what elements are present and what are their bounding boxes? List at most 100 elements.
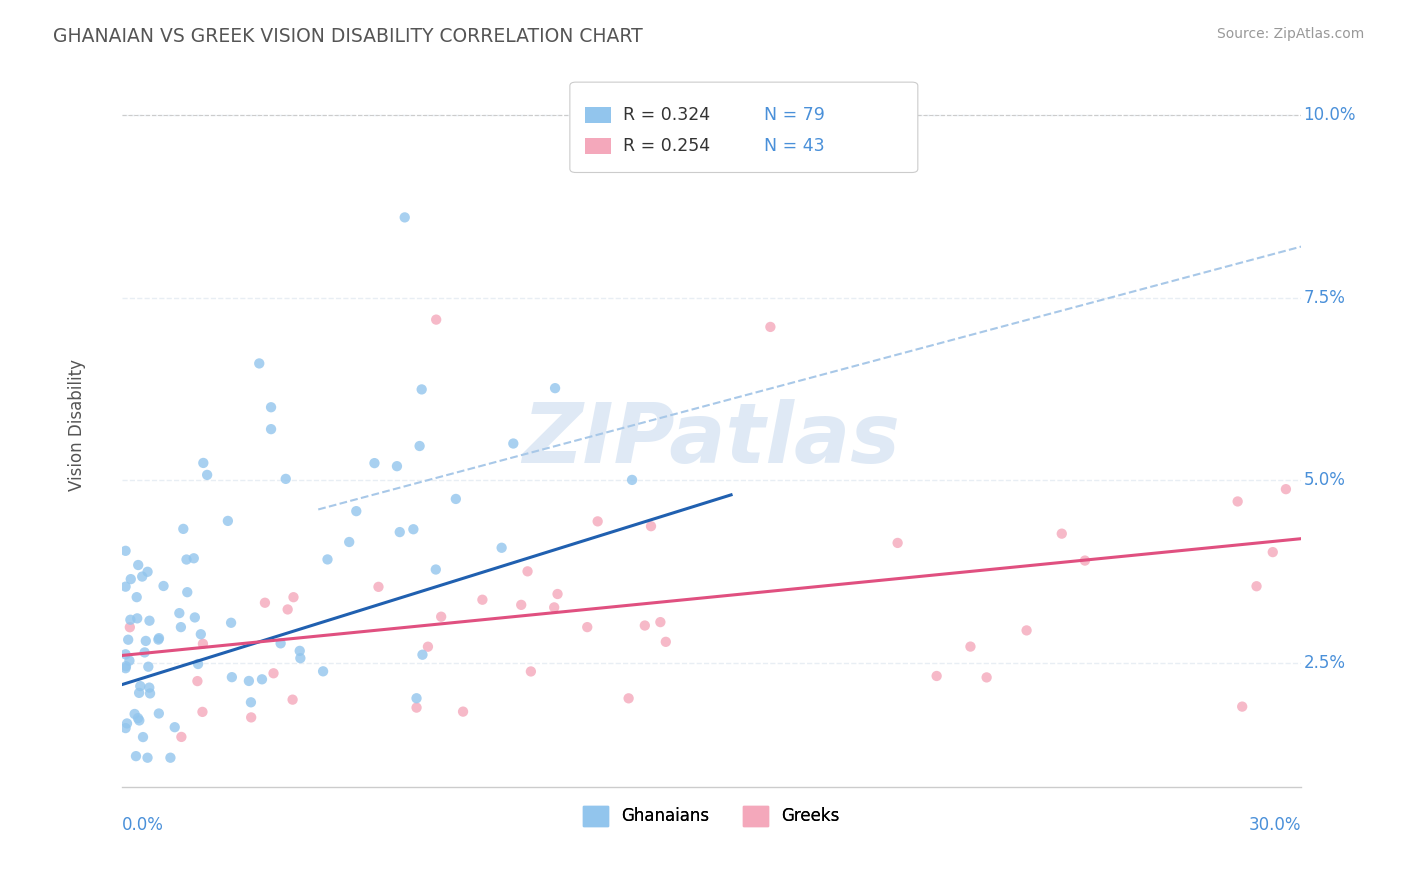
Point <box>502 436 524 450</box>
Point <box>290 651 312 665</box>
Point <box>247 356 270 370</box>
Point <box>363 456 385 470</box>
Point <box>1275 482 1298 496</box>
Point <box>131 569 153 583</box>
Point <box>576 620 599 634</box>
Point <box>217 514 239 528</box>
Point <box>187 657 209 671</box>
Text: 30.0%: 30.0% <box>1249 816 1301 834</box>
Point <box>544 381 567 395</box>
Point <box>191 705 214 719</box>
Point <box>186 674 208 689</box>
Point <box>650 615 672 629</box>
Point <box>388 525 411 540</box>
Point <box>543 600 565 615</box>
Point <box>253 596 276 610</box>
Point <box>471 592 494 607</box>
Point <box>195 467 218 482</box>
Point <box>134 645 156 659</box>
Point <box>129 679 152 693</box>
Point <box>219 615 242 630</box>
Point <box>405 691 427 706</box>
Point <box>281 692 304 706</box>
Point <box>444 491 467 506</box>
Point <box>411 383 433 397</box>
Point <box>263 666 285 681</box>
Point <box>125 590 148 604</box>
Text: 0.0%: 0.0% <box>122 816 163 834</box>
Point <box>260 422 283 436</box>
Point <box>114 721 136 735</box>
Point <box>117 632 139 647</box>
Point <box>176 552 198 566</box>
Text: Source: ZipAtlas.com: Source: ZipAtlas.com <box>1216 27 1364 41</box>
Point <box>367 580 389 594</box>
Point <box>193 456 215 470</box>
FancyBboxPatch shape <box>585 137 612 153</box>
Point <box>190 627 212 641</box>
Point <box>132 730 155 744</box>
Point <box>114 661 136 675</box>
Point <box>408 439 430 453</box>
Point <box>114 648 136 662</box>
Point <box>124 706 146 721</box>
Point <box>170 730 193 744</box>
Point <box>191 637 214 651</box>
Point <box>239 695 262 709</box>
Point <box>283 591 305 605</box>
Point <box>115 659 138 673</box>
Point <box>277 602 299 616</box>
Text: GHANAIAN VS GREEK VISION DISABILITY CORRELATION CHART: GHANAIAN VS GREEK VISION DISABILITY CORR… <box>53 27 643 45</box>
Point <box>159 750 181 764</box>
Point <box>1050 526 1073 541</box>
Point <box>135 634 157 648</box>
Point <box>402 522 425 536</box>
Point <box>288 644 311 658</box>
Point <box>118 654 141 668</box>
Point <box>510 598 533 612</box>
Point <box>640 519 662 533</box>
Point <box>394 211 416 225</box>
Point <box>238 673 260 688</box>
Point <box>139 686 162 700</box>
Text: 10.0%: 10.0% <box>1303 106 1355 124</box>
Text: 5.0%: 5.0% <box>1303 471 1346 489</box>
Point <box>138 681 160 695</box>
Point <box>136 659 159 673</box>
Point <box>925 669 948 683</box>
Point <box>1246 579 1268 593</box>
Point <box>138 614 160 628</box>
Point <box>430 609 453 624</box>
Point <box>260 401 283 415</box>
Text: N = 43: N = 43 <box>765 136 825 154</box>
Point <box>655 635 678 649</box>
Point <box>385 459 408 474</box>
Point <box>127 611 149 625</box>
Text: 2.5%: 2.5% <box>1303 654 1346 672</box>
Point <box>547 587 569 601</box>
FancyBboxPatch shape <box>569 82 918 172</box>
Point <box>148 632 170 647</box>
Point <box>176 585 198 599</box>
Point <box>425 562 447 576</box>
Point <box>148 631 170 645</box>
Point <box>451 705 474 719</box>
Point <box>316 552 339 566</box>
Point <box>115 716 138 731</box>
Point <box>169 606 191 620</box>
Point <box>411 648 433 662</box>
Point <box>163 720 186 734</box>
Point <box>516 565 538 579</box>
Point <box>114 580 136 594</box>
Point <box>405 700 427 714</box>
Point <box>337 535 360 549</box>
Point <box>425 312 447 326</box>
Point <box>120 613 142 627</box>
Point <box>128 686 150 700</box>
Point <box>520 665 543 679</box>
Point <box>1261 545 1284 559</box>
Point <box>128 714 150 728</box>
Point <box>759 320 782 334</box>
Text: Vision Disability: Vision Disability <box>67 359 86 491</box>
Point <box>270 636 292 650</box>
